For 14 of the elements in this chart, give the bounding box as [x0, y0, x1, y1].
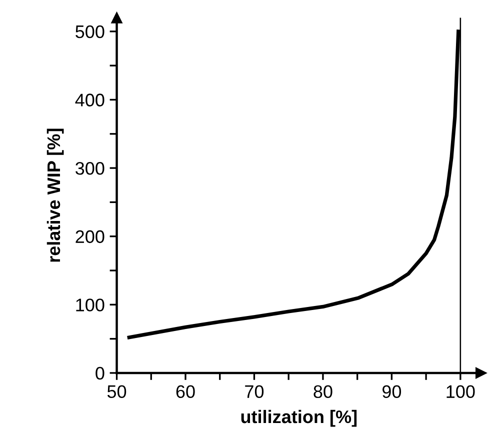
y-tick-label: 300: [76, 162, 104, 175]
x-tick-label: 60: [176, 385, 195, 398]
y-tick-label: 500: [76, 25, 104, 38]
x-tick-label: 100: [446, 385, 475, 398]
x-tick-label: 90: [382, 385, 402, 398]
x-axis-title: utilization [%]: [241, 410, 357, 427]
y-axis-title: relative WIP [%]: [46, 128, 64, 262]
y-tick-label: 100: [76, 298, 104, 312]
y-tick-label: 0: [96, 366, 104, 380]
y-tick-label: 200: [76, 230, 104, 244]
x-tick-label: 70: [245, 385, 264, 398]
x-tick-label: 50: [107, 385, 126, 398]
y-tick-label: 400: [75, 94, 104, 106]
x-tick-label: 80: [314, 385, 332, 398]
